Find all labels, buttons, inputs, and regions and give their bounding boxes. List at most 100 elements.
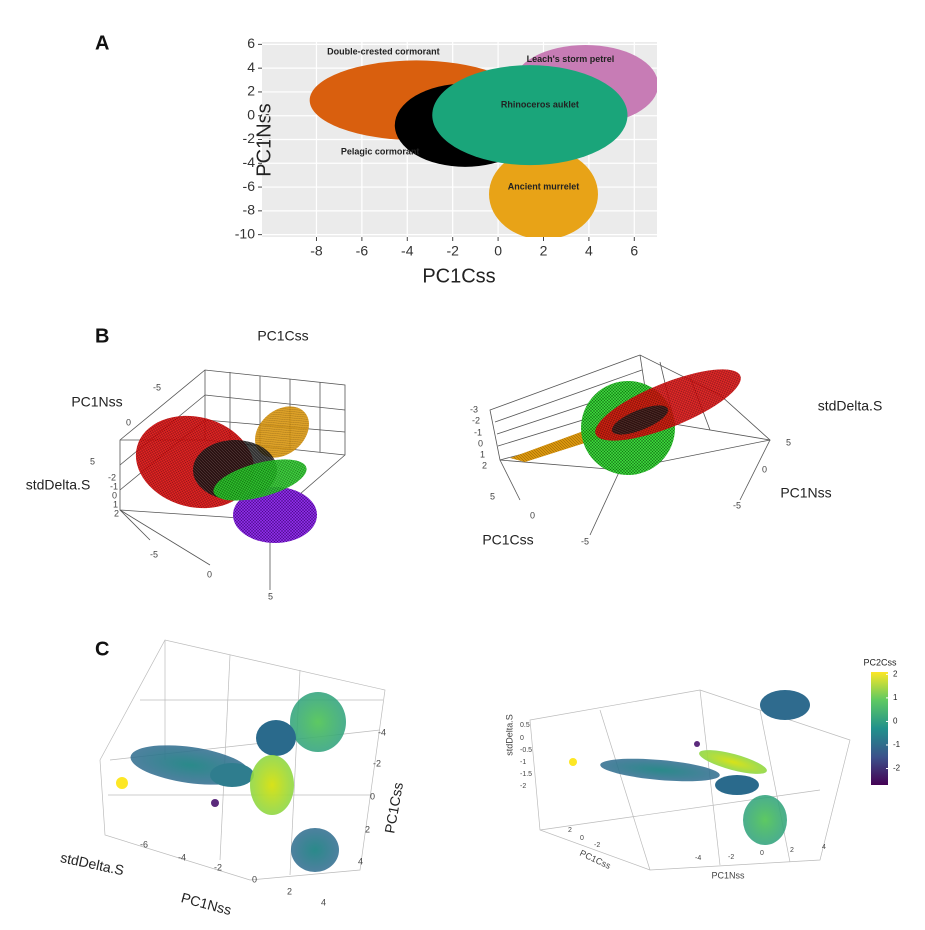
- panel-b-right-ellipsoids: [510, 369, 741, 475]
- y-tick-label: -10: [235, 225, 255, 241]
- tick-label: 0: [760, 850, 764, 857]
- tick-label: -2: [594, 842, 600, 849]
- point-cluster: [250, 755, 294, 815]
- panel-c-right-clusters: [569, 690, 810, 845]
- tick-label: 0: [530, 510, 535, 520]
- tick-label: -6: [140, 839, 148, 849]
- series-label: Double-crested cormorant: [327, 47, 440, 57]
- tick-label: 2: [114, 508, 119, 518]
- point: [211, 799, 219, 807]
- tick-label: 2: [568, 827, 572, 834]
- tick-label: 0: [478, 438, 483, 448]
- ellipsoid: [233, 487, 317, 543]
- tick-label: 0: [762, 464, 767, 474]
- tick-label: 5: [786, 437, 791, 447]
- axis-title: stdDelta.S: [59, 849, 126, 878]
- colorbar-tick-label: 1: [893, 693, 898, 702]
- tick-label: 0: [520, 735, 524, 742]
- y-tick-label: -6: [243, 178, 256, 194]
- tick-label: -2: [472, 415, 480, 425]
- x-tick-label: -8: [310, 243, 323, 259]
- colorbar-tick-label: 2: [893, 669, 898, 678]
- point-cluster: [699, 750, 767, 774]
- ellipsoid: [213, 459, 307, 501]
- ellipse: [432, 65, 628, 166]
- x-tick-label: 4: [585, 243, 593, 259]
- x-tick-label: -4: [401, 243, 414, 259]
- point-cluster: [290, 692, 346, 752]
- tick-label: 1: [480, 449, 485, 459]
- tick-label: 5: [268, 591, 273, 601]
- axis-title: stdDelta.S: [26, 477, 91, 493]
- y-tick-label: -4: [243, 154, 256, 170]
- panel-a: PC1Css PC1Nss -8 -6 -4 -2 0 2 4 6-10-8-6-4-2024…: [235, 35, 657, 287]
- tick-label: -2: [373, 758, 381, 768]
- x-tick-label: 6: [630, 243, 638, 259]
- panel-label: B: [95, 325, 109, 347]
- x-tick-label: -2: [446, 243, 459, 259]
- colorbar-tick-label: -2: [893, 764, 901, 773]
- colorbar-title: PC2Css: [863, 657, 897, 667]
- axis-title: PC1Nss: [780, 485, 831, 501]
- tick-label: 2: [790, 847, 794, 854]
- tick-label: -4: [378, 727, 386, 737]
- x-tick-label: -6: [356, 243, 369, 259]
- axis-title: PC1Nss: [71, 394, 122, 410]
- y-tick-label: -2: [243, 130, 256, 146]
- series-label: Ancient murrelet: [508, 182, 580, 192]
- point-cluster: [743, 795, 787, 845]
- tick-label: 0: [207, 569, 212, 579]
- ellipsoid: [255, 406, 309, 458]
- tick-label: 0: [112, 490, 117, 500]
- tick-label: -1: [520, 759, 526, 766]
- tick-label: -5: [581, 536, 589, 546]
- axis-title: PC1Nss: [711, 870, 745, 880]
- tick-label: -3: [470, 404, 478, 414]
- tick-label: -1: [110, 481, 118, 491]
- axis-title: stdDelta.S: [818, 398, 883, 414]
- tick-label: 0: [580, 835, 584, 842]
- point-cluster: [256, 720, 296, 756]
- x-tick-label: 0: [494, 243, 502, 259]
- point-cluster: [600, 758, 720, 782]
- tick-label: -4: [178, 852, 186, 862]
- series-label: Pelagic cormorant: [341, 147, 420, 157]
- tick-label: 4: [822, 844, 826, 851]
- tick-label: -2: [214, 862, 222, 872]
- axis-title: PC1Nss: [179, 889, 233, 918]
- colorbar-tick-label: -1: [893, 740, 901, 749]
- tick-label: 2: [365, 824, 370, 834]
- axis-title: PC1Css: [578, 848, 613, 871]
- tick-label: -2: [108, 472, 116, 482]
- tick-label: 5: [90, 456, 95, 466]
- tick-label: 2: [482, 460, 487, 470]
- axis-title: PC1Css: [257, 328, 308, 344]
- point: [116, 777, 128, 789]
- tick-label: 1: [113, 499, 118, 509]
- y-tick-label: -8: [243, 202, 256, 218]
- point-cluster: [210, 763, 254, 787]
- tick-label: -1: [474, 427, 482, 437]
- tick-label: 0: [126, 417, 131, 427]
- point-cluster: [291, 828, 339, 872]
- tick-label: -4: [695, 855, 701, 862]
- axis-title: PC1Css: [381, 781, 406, 834]
- y-tick-label: 2: [247, 83, 255, 99]
- series-label: Leach's storm petrel: [527, 54, 615, 64]
- tick-label: 4: [321, 897, 326, 907]
- panel-label: C: [95, 638, 109, 660]
- tick-label: -5: [733, 500, 741, 510]
- ellipse: [489, 149, 598, 237]
- ellipsoid: [611, 405, 669, 435]
- tick-label: -2: [520, 783, 526, 790]
- tick-label: 5: [490, 491, 495, 501]
- axis-title: stdDelta.S: [504, 714, 514, 756]
- tick-label: 0: [252, 874, 257, 884]
- tick-label: -0.5: [520, 747, 532, 754]
- point: [694, 741, 700, 747]
- colorbar-tick-label: 0: [893, 717, 898, 726]
- colorbar: [871, 672, 888, 785]
- tick-label: -2: [728, 854, 734, 861]
